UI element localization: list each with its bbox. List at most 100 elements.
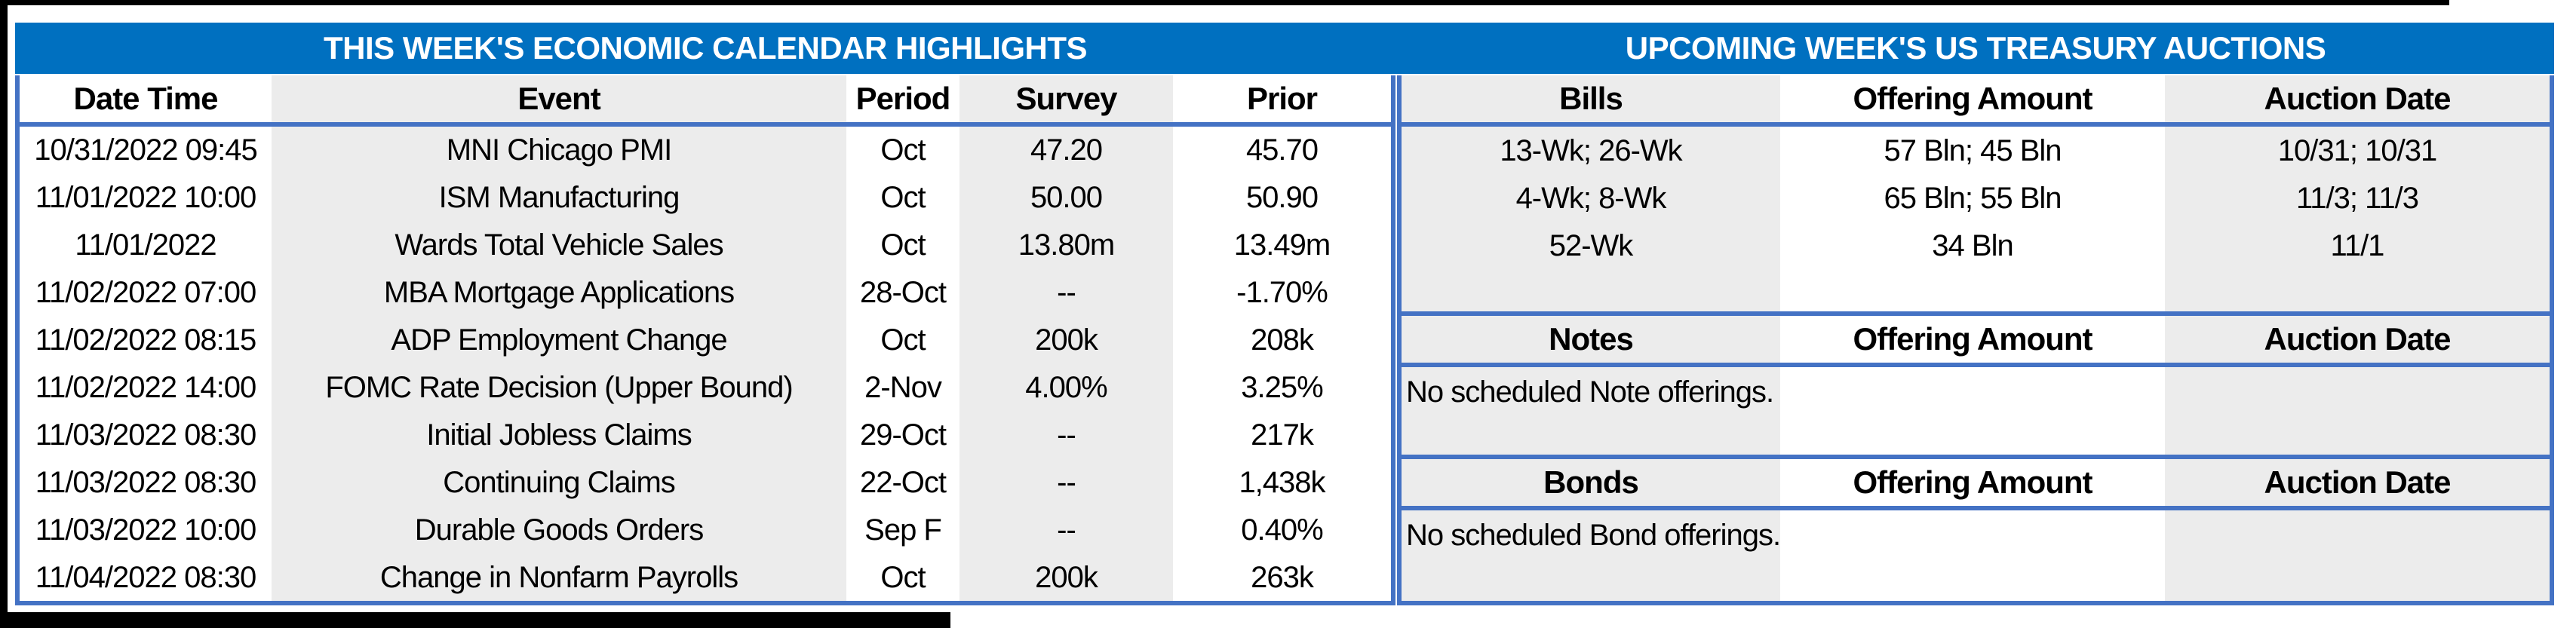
calendar-cell: ISM Manufacturing <box>438 181 680 215</box>
calendar-row: 11/03/2022 08:30 Continuing Claims 22-Oct -… <box>20 458 1391 506</box>
calendar-cell: Oct <box>880 560 926 594</box>
bills-cell: 65 Bln; 55 Bln <box>1884 181 2062 215</box>
calendar-cell: 22-Oct <box>859 465 947 499</box>
treasury-auctions-table: Bills Offering Amount Auction Date 13-Wk; … <box>1397 75 2554 605</box>
bills-cell: 57 Bln; 45 Bln <box>1884 133 2062 167</box>
header-divider <box>1402 363 2550 367</box>
notes-column-header: Auction Date <box>2264 320 2451 357</box>
calendar-cell: FOMC Rate Decision (Upper Bound) <box>325 370 793 404</box>
notes-header-row: Notes Offering Amount Auction Date <box>1402 316 2550 363</box>
bills-empty-space <box>1402 269 2550 311</box>
calendar-column-header: Period <box>855 80 951 116</box>
bills-row: 4-Wk; 8-Wk 65 Bln; 55 Bln 11/3; 11/3 <box>1402 174 2550 222</box>
calendar-cell: 11/02/2022 14:00 <box>35 370 256 404</box>
calendar-column-header: Event <box>517 80 600 116</box>
calendar-cell: 13.80m <box>1018 228 1115 262</box>
calendar-rows: 10/31/2022 09:45 MNI Chicago PMI Oct 47.20 4… <box>20 127 1391 601</box>
calendar-cell: 200k <box>1035 560 1098 594</box>
bills-cell: 13-Wk; 26-Wk <box>1500 133 1682 167</box>
bills-cell: 34 Bln <box>1932 228 2013 262</box>
calendar-cell: Oct <box>880 323 926 357</box>
calendar-cell: 11/01/2022 <box>75 228 216 262</box>
calendar-cell: -- <box>1057 465 1076 499</box>
calendar-cell: 29-Oct <box>859 418 947 452</box>
calendar-cell: 4.00% <box>1025 370 1107 404</box>
bonds-message: No scheduled Bond offerings. <box>1406 519 1781 552</box>
section-divider <box>1402 311 2550 316</box>
calendar-cell: Initial Jobless Claims <box>426 418 692 452</box>
black-frame-top <box>0 0 2449 5</box>
calendar-cell: 208k <box>1251 323 1314 357</box>
bonds-column-header: Auction Date <box>2264 464 2451 500</box>
calendar-cell: 11/03/2022 08:30 <box>35 418 256 452</box>
calendar-cell: Oct <box>880 133 926 167</box>
calendar-row: 10/31/2022 09:45 MNI Chicago PMI Oct 47.20 4… <box>20 127 1391 174</box>
notes-message: No scheduled Note offerings. <box>1406 375 1774 409</box>
black-frame-left <box>0 0 8 628</box>
calendar-cell: 50.00 <box>1030 181 1103 215</box>
bonds-column-header: Bonds <box>1543 464 1639 500</box>
calendar-cell: 11/02/2022 08:15 <box>35 323 256 357</box>
calendar-cell: MBA Mortgage Applications <box>383 276 735 310</box>
bills-column-header: Offering Amount <box>1853 80 2092 116</box>
header-divider <box>1402 506 2550 510</box>
auctions-title: UPCOMING WEEK'S US TREASURY AUCTIONS <box>1625 30 2326 66</box>
calendar-cell: 11/04/2022 08:30 <box>35 560 256 594</box>
bills-row: 52-Wk 34 Bln 11/1 <box>1402 222 2550 269</box>
calendar-header-row: Date Time Event Period Survey Prior <box>20 75 1391 122</box>
bills-cell: 4-Wk; 8-Wk <box>1515 181 1667 215</box>
calendar-row: 11/01/2022 Wards Total Vehicle Sales Oct 13… <box>20 222 1391 269</box>
calendar-cell: Change in Nonfarm Payrolls <box>379 560 738 594</box>
title-band: THIS WEEK'S ECONOMIC CALENDAR HIGHLIGHTS… <box>15 23 2554 74</box>
bills-rows: 13-Wk; 26-Wk 57 Bln; 45 Bln 10/31; 10/31 4-… <box>1402 127 2550 269</box>
calendar-row: 11/03/2022 08:30 Initial Jobless Claims 29… <box>20 411 1391 458</box>
bills-column-header: Auction Date <box>2264 80 2451 116</box>
calendar-cell: 50.90 <box>1245 181 1319 215</box>
bonds-column-header: Offering Amount <box>1853 464 2092 500</box>
calendar-title: THIS WEEK'S ECONOMIC CALENDAR HIGHLIGHTS <box>324 30 1088 66</box>
bills-column-header: Bills <box>1559 80 1623 116</box>
calendar-cell: 13.49m <box>1233 228 1331 262</box>
black-frame-bottom <box>0 612 950 628</box>
header-divider <box>1402 122 2550 127</box>
calendar-cell: -- <box>1057 418 1076 452</box>
bills-cell: 11/1 <box>2330 228 2385 262</box>
section-divider <box>1402 455 2550 459</box>
calendar-cell: 11/03/2022 08:30 <box>35 465 256 499</box>
calendar-cell: ADP Employment Change <box>391 323 727 357</box>
calendar-cell: 0.40% <box>1241 513 1323 547</box>
calendar-row: 11/01/2022 10:00 ISM Manufacturing Oct 50.0… <box>20 174 1391 222</box>
calendar-cell: 47.20 <box>1030 133 1103 167</box>
calendar-row: 11/02/2022 07:00 MBA Mortgage Application… <box>20 269 1391 317</box>
bills-cell: 52-Wk <box>1549 228 1634 262</box>
economic-calendar-table: Date Time Event Period Survey Prior 10/31/20… <box>15 75 1395 605</box>
bills-row: 13-Wk; 26-Wk 57 Bln; 45 Bln 10/31; 10/31 <box>1402 127 2550 174</box>
notes-column-header: Offering Amount <box>1853 320 2092 357</box>
calendar-cell: Sep F <box>864 513 942 547</box>
calendar-cell: Continuing Claims <box>443 465 676 499</box>
calendar-column-header: Survey <box>1015 80 1117 116</box>
calendar-cell: -1.70% <box>1236 276 1328 310</box>
calendar-row: 11/03/2022 10:00 Durable Goods Orders Sep … <box>20 506 1391 553</box>
calendar-cell: Wards Total Vehicle Sales <box>395 228 723 262</box>
calendar-cell: 11/02/2022 07:00 <box>35 276 256 310</box>
calendar-cell: Durable Goods Orders <box>414 513 704 547</box>
calendar-column-header: Prior <box>1246 80 1318 116</box>
calendar-row: 11/04/2022 08:30 Change in Nonfarm Payrol… <box>20 553 1391 601</box>
calendar-cell: Oct <box>880 228 926 262</box>
calendar-cell: MNI Chicago PMI <box>446 133 672 167</box>
calendar-cell: Oct <box>880 181 926 215</box>
bonds-header-row: Bonds Offering Amount Auction Date <box>1402 459 2550 506</box>
calendar-cell: 28-Oct <box>859 276 947 310</box>
calendar-cell: 2-Nov <box>864 370 942 404</box>
calendar-cell: 11/01/2022 10:00 <box>35 181 256 215</box>
bonds-message-block: No scheduled Bond offerings. <box>1402 510 2550 601</box>
calendar-cell: -- <box>1057 513 1076 547</box>
calendar-row: 11/02/2022 08:15 ADP Employment Change Oct… <box>20 317 1391 364</box>
calendar-cell: -- <box>1057 276 1076 310</box>
calendar-cell: 10/31/2022 09:45 <box>34 133 257 167</box>
calendar-cell: 11/03/2022 10:00 <box>35 513 256 547</box>
bills-header-row: Bills Offering Amount Auction Date <box>1402 75 2550 122</box>
calendar-column-header: Date Time <box>73 80 219 116</box>
